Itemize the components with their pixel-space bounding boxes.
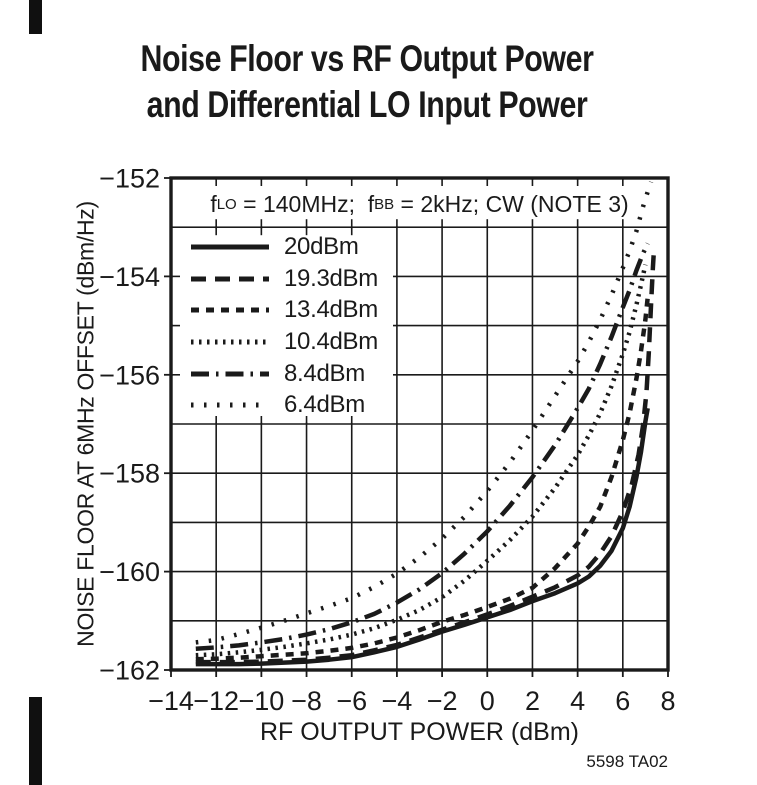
svg-text:−8: −8 (291, 686, 322, 716)
legend-label: 20dBm (284, 232, 359, 260)
legend-label: 19.3dBm (284, 264, 378, 292)
annotation-mid: = 140MHz; f (236, 191, 375, 217)
legend: 20dBm 19.3dBm 13.4dBm 10.4dBm 8.4dBm 6.4 (174, 231, 392, 422)
legend-swatch-sparse-dot-line (191, 402, 269, 408)
svg-text:−158: −158 (99, 459, 160, 489)
legend-label: 6.4dBm (284, 391, 365, 419)
svg-text:0: 0 (480, 686, 495, 716)
legend-item: 19.3dBm (174, 263, 392, 295)
legend-label: 10.4dBm (284, 327, 378, 355)
legend-label: 8.4dBm (284, 359, 365, 387)
svg-text:4: 4 (570, 686, 585, 716)
legend-swatch-solid-line (191, 244, 269, 250)
svg-text:2: 2 (525, 686, 540, 716)
svg-text:−14: −14 (148, 686, 194, 716)
figure-number: 5598 TA02 (586, 752, 668, 771)
legend-item: 20dBm (174, 231, 392, 263)
legend-item: 6.4dBm (174, 389, 392, 421)
svg-text:−4: −4 (382, 686, 413, 716)
svg-text:−152: −152 (99, 164, 160, 194)
conditions-annotation: f LO = 140MHz; f BB = 2kHz; CW (NOTE 3) (210, 191, 629, 217)
legend-item: 13.4dBm (174, 294, 392, 326)
svg-text:6: 6 (615, 686, 630, 716)
legend-item: 8.4dBm (174, 358, 392, 390)
scan-artifact-top-left (29, 0, 42, 34)
svg-text:−12: −12 (193, 686, 239, 716)
chart-title: Noise Floor vs RF Output Power and Diffe… (66, 36, 668, 128)
svg-text:−154: −154 (99, 262, 160, 292)
legend-swatch-dense-dot-line (191, 339, 269, 345)
svg-text:−162: −162 (99, 656, 160, 686)
y-axis-title: NOISE FLOOR AT 6MHz OFFSET (dBm/Hz) (72, 201, 99, 647)
svg-text:−10: −10 (238, 686, 284, 716)
x-axis-title: RF OUTPUT POWER (dBm) (260, 718, 579, 746)
legend-item: 10.4dBm (174, 326, 392, 358)
legend-label: 13.4dBm (284, 296, 378, 324)
legend-swatch-long-dash-line (191, 276, 269, 282)
legend-swatch-dash-dot-line (191, 371, 269, 377)
svg-text:−160: −160 (99, 557, 160, 587)
svg-text:−6: −6 (336, 686, 367, 716)
annotation-tail: = 2kHz; CW (NOTE 3) (394, 191, 629, 217)
svg-text:−2: −2 (427, 686, 458, 716)
annotation-f-symbol: f (210, 191, 217, 217)
chart-title-line-2: and Differential LO Input Power (146, 84, 588, 125)
scan-artifact-bottom-left (29, 697, 42, 785)
chart-title-line-1: Noise Floor vs RF Output Power (140, 38, 594, 79)
svg-text:−156: −156 (99, 360, 160, 390)
legend-swatch-short-dash-line (191, 307, 269, 313)
svg-text:8: 8 (660, 686, 675, 716)
